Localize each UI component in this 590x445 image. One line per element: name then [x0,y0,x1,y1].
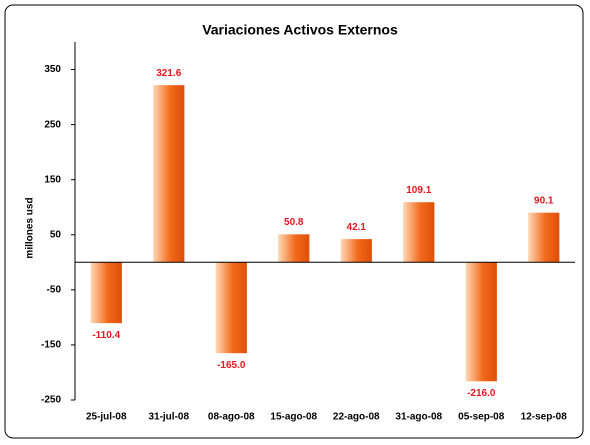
x-tick-label: 25-jul-08 [86,412,127,423]
y-axis-label: millones usd [25,197,36,258]
data-label: -110.4 [92,330,120,341]
y-tick-label: -250 [41,395,61,406]
bar [528,212,560,263]
data-label: 50.8 [284,217,304,228]
chart-frame [4,4,584,439]
y-tick-label: 250 [44,119,61,130]
y-tick-label: 50 [50,229,62,240]
bar [215,262,247,354]
x-tick-label: 15-ago-08 [270,412,317,423]
data-label: 90.1 [534,195,554,206]
bar [278,234,310,263]
x-tick-label: 08-ago-08 [208,412,255,423]
data-label: -165.0 [217,360,246,371]
chart-title: Variaciones Activos Externos [202,22,398,38]
bar [340,239,372,263]
y-tick-label: -150 [41,340,61,351]
y-tick-label: 150 [44,174,61,185]
x-tick-label: 22-ago-08 [333,412,380,423]
data-label: 109.1 [406,185,431,196]
data-label: 42.1 [347,222,367,233]
x-tick-label: 31-jul-08 [148,412,189,423]
x-tick-label: 05-sep-08 [458,412,505,423]
data-label: -216.0 [467,388,496,399]
y-tick-label: 350 [44,64,61,75]
y-tick-label: -50 [47,284,62,295]
data-label: 321.6 [156,68,181,79]
x-tick-label: 31-ago-08 [395,412,442,423]
bar [153,85,185,263]
bar [403,202,435,263]
bar [90,262,122,324]
x-tick-label: 12-sep-08 [521,412,568,423]
bar [465,262,497,382]
